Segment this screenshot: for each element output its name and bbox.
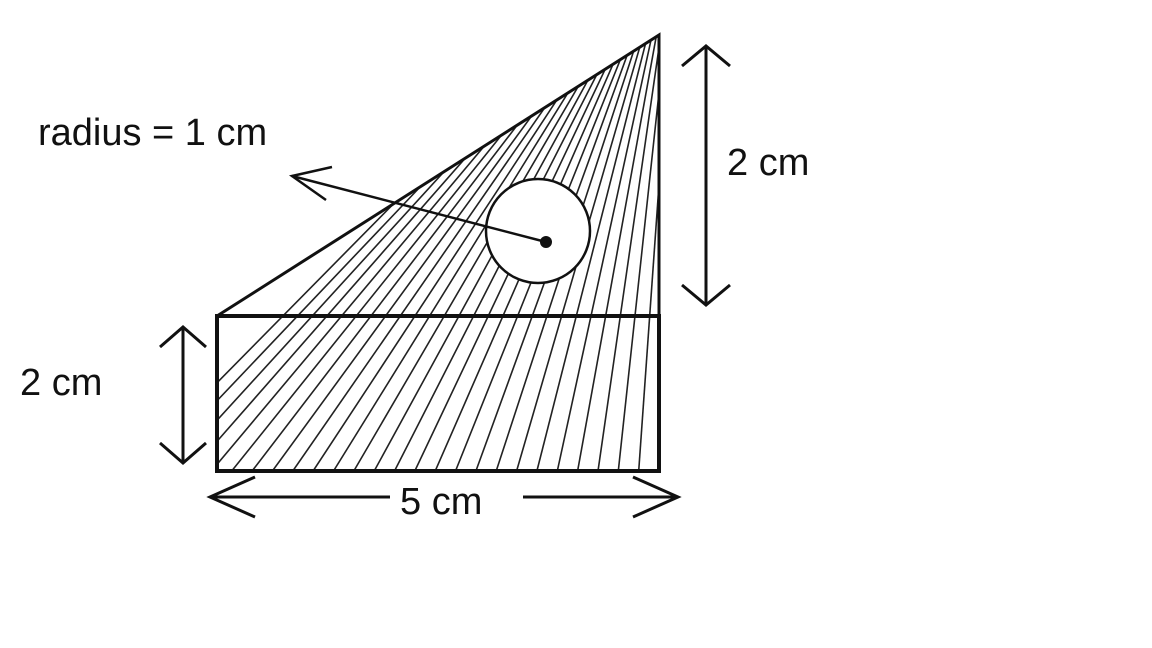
base-arrow-left <box>206 475 256 519</box>
triangle-height-arrow-top <box>681 44 731 68</box>
hatch-line <box>353 35 609 471</box>
radius-arrowhead <box>288 165 333 202</box>
triangle-height-label: 2 cm <box>727 142 809 184</box>
hatch-line <box>658 35 659 471</box>
hatch-line <box>597 35 659 471</box>
triangle-outline <box>216 32 661 318</box>
triangle-height-arrow-bottom <box>681 283 731 307</box>
radius-label: radius = 1 cm <box>38 112 267 154</box>
radius-leader-line <box>291 174 547 244</box>
base-width-label: 5 cm <box>400 481 482 523</box>
hatch-line <box>637 35 659 471</box>
rect-height-arrow-top <box>159 325 207 349</box>
rectangle-outline <box>215 314 661 473</box>
base-arrow-right <box>632 475 682 519</box>
hatch-line <box>556 35 653 471</box>
hatch-line <box>617 35 659 471</box>
hatch-line <box>536 35 649 471</box>
hatch-line <box>576 35 658 471</box>
hatch-line <box>332 35 605 471</box>
rect-height-arrow-bottom <box>159 441 207 465</box>
rect-height-label: 2 cm <box>20 362 102 404</box>
circular-hole <box>484 177 592 285</box>
hatch-fill <box>217 35 659 471</box>
hatch-line <box>312 35 601 471</box>
